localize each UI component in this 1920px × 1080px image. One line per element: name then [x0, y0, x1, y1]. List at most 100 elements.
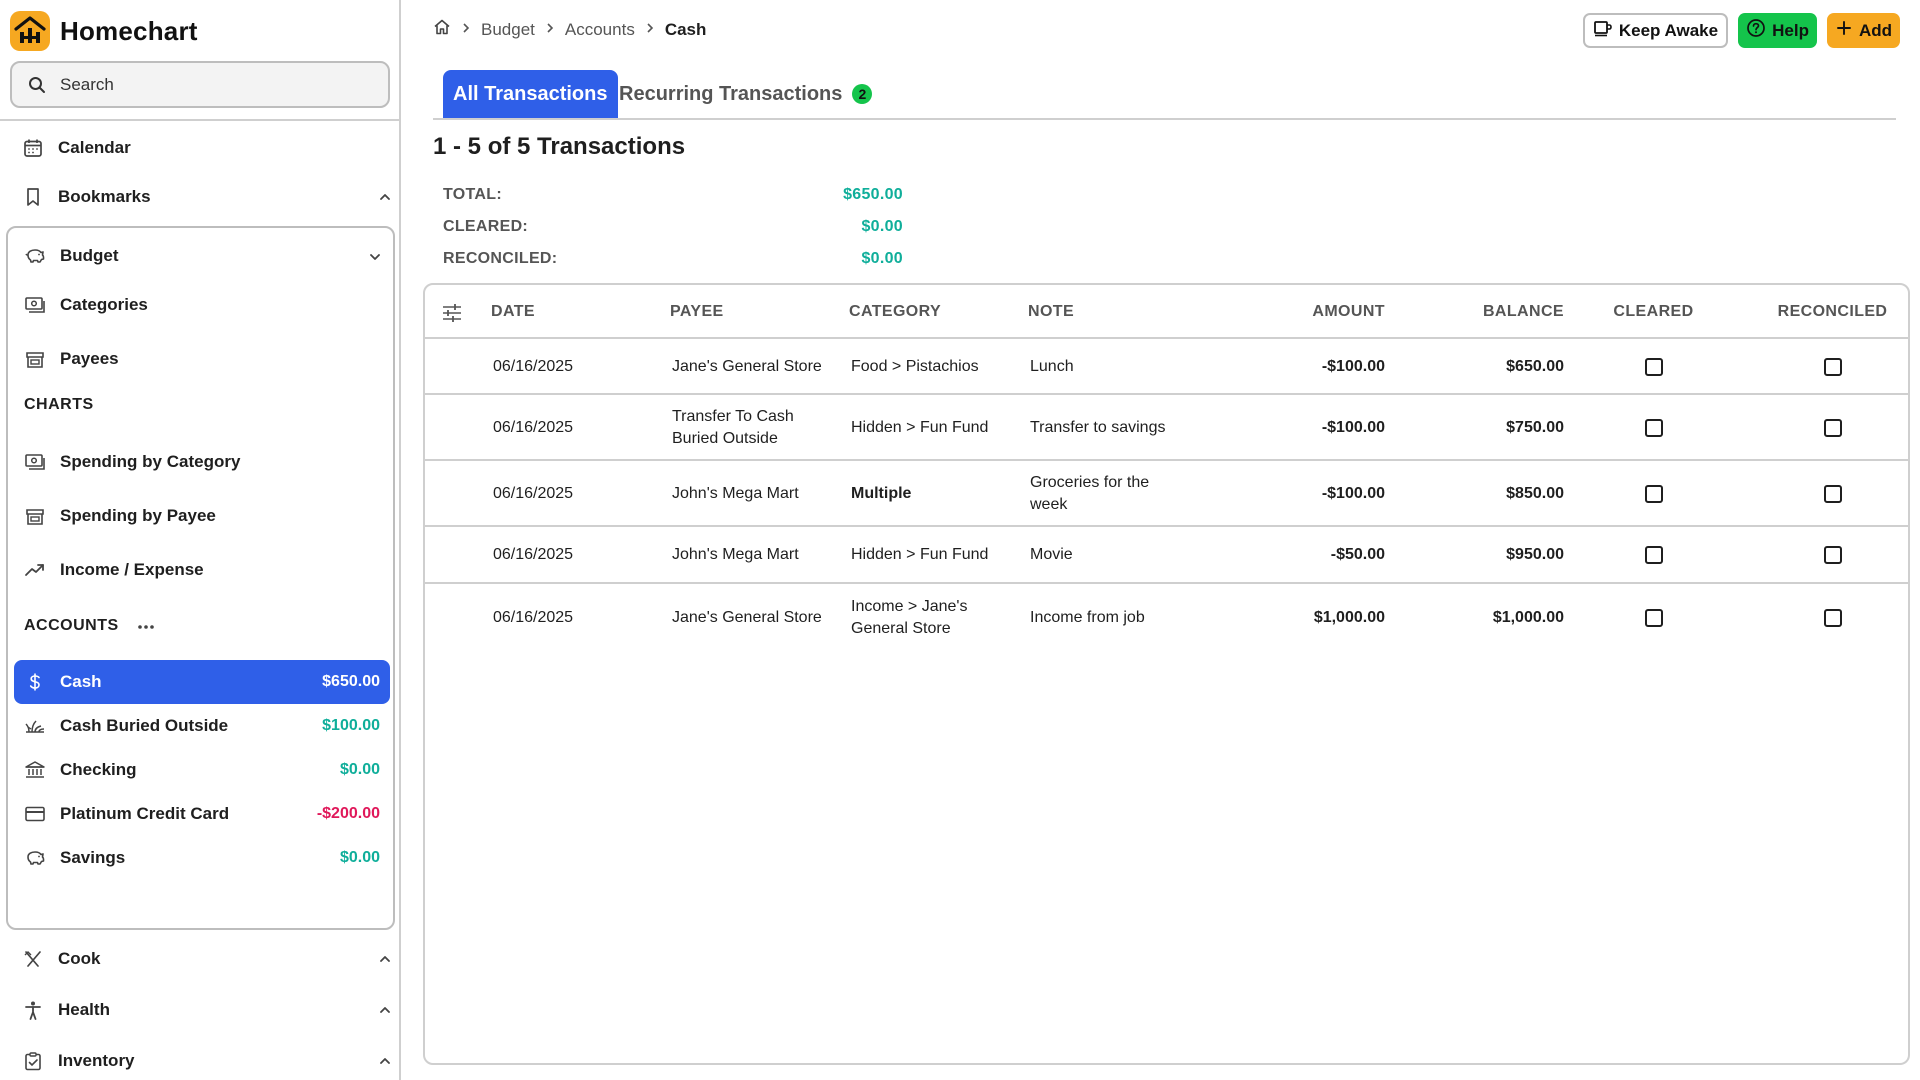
row-note: Transfer to savings: [1030, 419, 1166, 436]
filter-settings-icon[interactable]: [441, 302, 463, 329]
account-name: Cash: [60, 672, 102, 691]
account-name: Checking: [60, 760, 137, 779]
keep-awake-button[interactable]: Keep Awake: [1582, 13, 1729, 48]
row-date: 06/16/2025: [493, 419, 574, 436]
row-balance: $750.00: [1506, 419, 1564, 436]
accounts-section-header: ACCOUNTS: [24, 617, 155, 635]
chevron-up-icon[interactable]: [378, 1053, 392, 1073]
breadcrumb-accounts[interactable]: Accounts: [564, 19, 635, 39]
header-date[interactable]: DATE: [491, 303, 535, 320]
row-payee: Transfer To Cash Buried Outside: [672, 408, 794, 447]
nav-inventory-label: Inventory: [58, 1051, 135, 1070]
cleared-checkbox[interactable]: [1645, 419, 1663, 437]
total-value: $650.00: [843, 186, 903, 203]
chevron-up-icon[interactable]: [378, 951, 392, 971]
table-header: DATE PAYEE CATEGORY NOTE AMOUNT BALANCE …: [425, 285, 1908, 339]
reconciled-checkbox[interactable]: [1824, 546, 1842, 564]
row-note: Movie: [1030, 546, 1073, 563]
help-button[interactable]: Help: [1738, 13, 1817, 48]
table-row[interactable]: 06/16/2025 John's Mega Mart Hidden > Fun…: [425, 527, 1908, 584]
account-checking[interactable]: Checking $0.00: [14, 748, 390, 792]
nav-spending-by-payee[interactable]: Spending by Payee: [24, 494, 388, 538]
search-input[interactable]: [60, 74, 380, 95]
nav-categories-label: Categories: [60, 295, 148, 314]
chevron-down-icon[interactable]: [368, 249, 382, 269]
cleared-checkbox[interactable]: [1645, 546, 1663, 564]
nav-cook-label: Cook: [58, 949, 101, 968]
row-category: Food > Pistachios: [851, 358, 979, 375]
chevron-right-icon: [645, 21, 655, 39]
account-cash-buried-outside[interactable]: Cash Buried Outside $100.00: [14, 704, 390, 748]
nav-cook[interactable]: Cook: [22, 939, 390, 979]
clipboard-check-icon: [22, 1050, 44, 1072]
table-row[interactable]: 06/16/2025 Jane's General Store Income >…: [425, 584, 1908, 652]
transactions-table: DATE PAYEE CATEGORY NOTE AMOUNT BALANCE …: [423, 283, 1910, 1065]
nav-budget[interactable]: Budget: [24, 234, 388, 278]
header-amount[interactable]: AMOUNT: [1312, 303, 1385, 320]
account-balance: -$200.00: [316, 805, 380, 822]
person-icon: [22, 999, 44, 1021]
reconciled-label: RECONCILED:: [443, 250, 558, 267]
tab-recurring-transactions[interactable]: Recurring Transactions 2: [609, 70, 882, 118]
row-balance: $650.00: [1506, 358, 1564, 375]
header-balance[interactable]: BALANCE: [1482, 303, 1564, 320]
nav-spending-by-category[interactable]: Spending by Category: [24, 440, 388, 484]
app-name: Homechart: [60, 15, 198, 46]
piggy-bank-icon: [24, 847, 46, 869]
account-balance: $0.00: [339, 849, 380, 866]
piggy-bank-icon: [24, 245, 46, 267]
table-row[interactable]: 06/16/2025 John's Mega Mart Multiple Gro…: [425, 461, 1908, 527]
nav-health[interactable]: Health: [22, 990, 390, 1030]
row-category: Hidden > Fun Fund: [851, 419, 989, 436]
nav-calendar[interactable]: Calendar: [22, 128, 382, 168]
header-payee[interactable]: PAYEE: [670, 303, 724, 320]
row-category: Hidden > Fun Fund: [851, 546, 989, 563]
header-reconciled[interactable]: RECONCILED: [1777, 303, 1888, 320]
chevron-up-icon[interactable]: [378, 189, 392, 209]
account-balance: $0.00: [339, 761, 380, 778]
account-name: Cash Buried Outside: [60, 716, 229, 735]
table-row[interactable]: 06/16/2025 Jane's General Store Food > P…: [425, 339, 1908, 395]
search-box[interactable]: [10, 61, 390, 108]
breadcrumb-current: Cash: [664, 19, 707, 39]
reconciled-checkbox[interactable]: [1824, 485, 1842, 503]
brand[interactable]: Homechart: [10, 10, 198, 52]
cleared-checkbox[interactable]: [1645, 358, 1663, 376]
nav-income-expense[interactable]: Income / Expense: [24, 548, 388, 592]
account-platinum-credit-card[interactable]: Platinum Credit Card -$200.00: [14, 792, 390, 836]
cleared-checkbox[interactable]: [1645, 485, 1663, 503]
cleared-checkbox[interactable]: [1645, 609, 1663, 627]
account-cash[interactable]: Cash $650.00: [14, 660, 390, 704]
nav-categories[interactable]: Categories: [24, 283, 388, 327]
nav-budget-label: Budget: [60, 246, 119, 265]
tab-all-transactions[interactable]: All Transactions: [443, 70, 618, 118]
chevron-right-icon: [461, 21, 471, 39]
reconciled-checkbox[interactable]: [1824, 419, 1842, 437]
header-category[interactable]: CATEGORY: [849, 303, 942, 320]
nav-inventory[interactable]: Inventory: [22, 1041, 390, 1080]
reconciled-checkbox[interactable]: [1824, 358, 1842, 376]
plus-icon: [1835, 19, 1853, 42]
nav-bookmarks[interactable]: Bookmarks: [22, 177, 390, 217]
account-savings[interactable]: Savings $0.00: [14, 836, 390, 880]
money-icon: [24, 294, 46, 316]
chevron-up-icon[interactable]: [378, 1002, 392, 1022]
header-cleared[interactable]: CLEARED: [1613, 303, 1694, 320]
breadcrumb: Budget Accounts Cash: [433, 18, 706, 41]
table-row[interactable]: 06/16/2025 Transfer To Cash Buried Outsi…: [425, 395, 1908, 461]
nav-income-expense-label: Income / Expense: [60, 560, 204, 579]
transactions-count-title: 1 - 5 of 5 Transactions: [433, 133, 686, 160]
row-payee: John's Mega Mart: [672, 485, 799, 502]
keep-awake-label: Keep Awake: [1618, 20, 1719, 40]
total-row: TOTAL: $650.00: [443, 186, 903, 218]
more-options-icon[interactable]: [137, 617, 155, 635]
row-date: 06/16/2025: [493, 546, 574, 563]
nav-payees[interactable]: Payees: [24, 337, 388, 381]
header-note[interactable]: NOTE: [1028, 303, 1075, 320]
reconciled-checkbox[interactable]: [1824, 609, 1842, 627]
recurring-count-badge: 2: [852, 84, 873, 104]
dollar-icon: [24, 671, 46, 693]
add-button[interactable]: Add: [1826, 13, 1900, 48]
breadcrumb-budget[interactable]: Budget: [481, 19, 535, 39]
home-icon[interactable]: [433, 18, 451, 41]
